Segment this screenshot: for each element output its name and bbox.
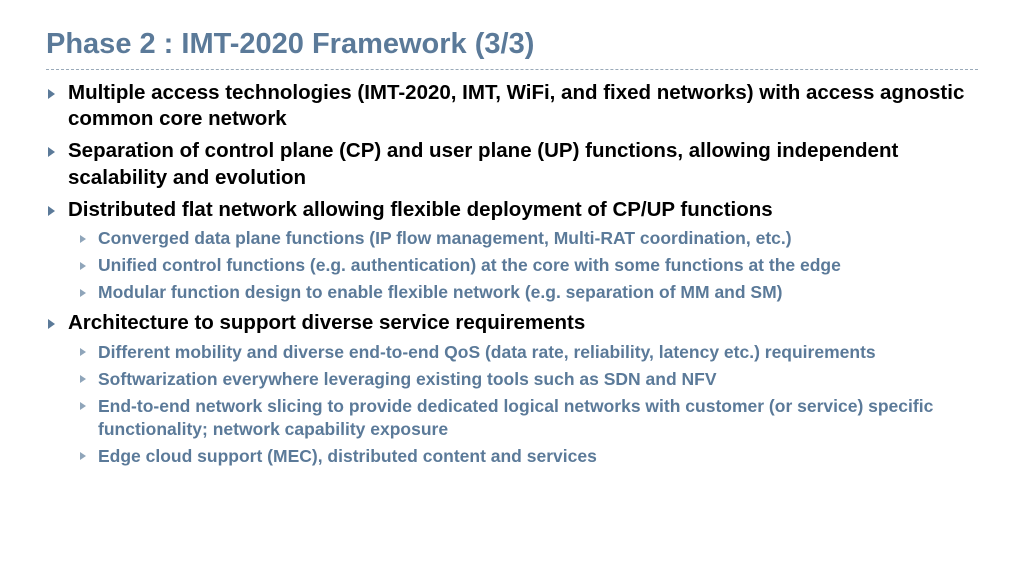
sub-list-item-text: Different mobility and diverse end-to-en… (98, 342, 876, 362)
list-item-text: Multiple access technologies (IMT-2020, … (68, 81, 964, 130)
slide: Phase 2 : IMT-2020 Framework (3/3) Multi… (0, 0, 1024, 576)
list-item: Separation of control plane (CP) and use… (46, 138, 978, 190)
sub-list-item: Unified control functions (e.g. authenti… (76, 254, 978, 277)
sub-list-item: Modular function design to enable flexib… (76, 281, 978, 304)
sub-bullet-list: Converged data plane functions (IP flow … (68, 227, 978, 304)
sub-list-item: Edge cloud support (MEC), distributed co… (76, 445, 978, 468)
sub-list-item-text: Converged data plane functions (IP flow … (98, 228, 792, 248)
sub-list-item: Different mobility and diverse end-to-en… (76, 341, 978, 364)
sub-bullet-list: Different mobility and diverse end-to-en… (68, 341, 978, 468)
bullet-list: Multiple access technologies (IMT-2020, … (46, 80, 978, 468)
sub-list-item-text: Edge cloud support (MEC), distributed co… (98, 446, 597, 466)
sub-list-item-text: End-to-end network slicing to provide de… (98, 396, 933, 439)
list-item: Multiple access technologies (IMT-2020, … (46, 80, 978, 132)
list-item: Architecture to support diverse service … (46, 310, 978, 468)
sub-list-item-text: Unified control functions (e.g. authenti… (98, 255, 841, 275)
slide-title: Phase 2 : IMT-2020 Framework (3/3) (46, 28, 978, 70)
sub-list-item-text: Modular function design to enable flexib… (98, 282, 783, 302)
list-item: Distributed flat network allowing flexib… (46, 197, 978, 305)
sub-list-item: End-to-end network slicing to provide de… (76, 395, 978, 441)
sub-list-item: Softwarization everywhere leveraging exi… (76, 368, 978, 391)
list-item-text: Separation of control plane (CP) and use… (68, 139, 898, 188)
sub-list-item-text: Softwarization everywhere leveraging exi… (98, 369, 717, 389)
list-item-text: Distributed flat network allowing flexib… (68, 198, 773, 221)
list-item-text: Architecture to support diverse service … (68, 311, 585, 334)
sub-list-item: Converged data plane functions (IP flow … (76, 227, 978, 250)
